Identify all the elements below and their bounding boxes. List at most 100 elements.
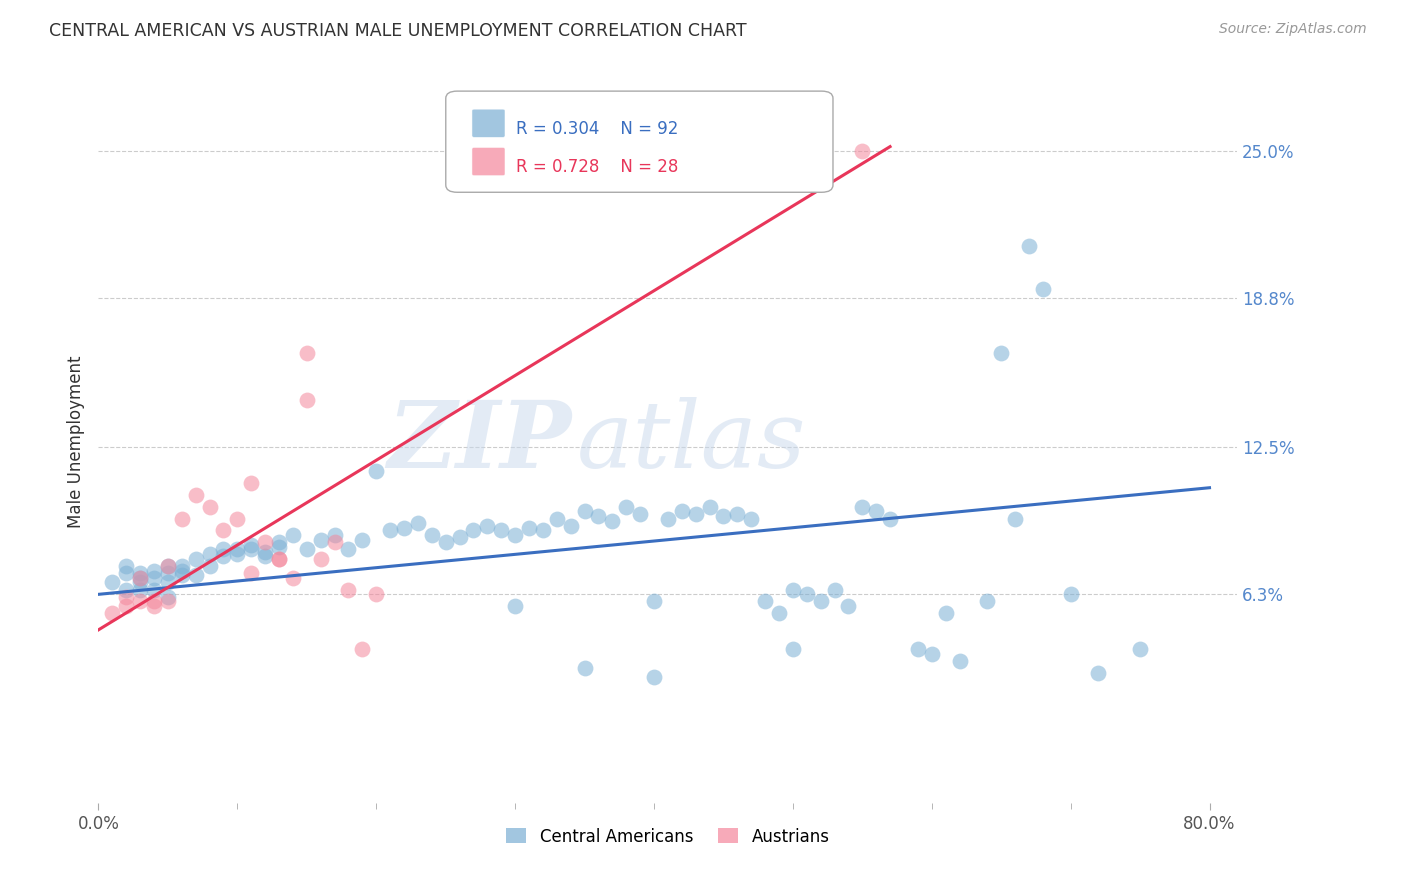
Point [392, 521, 415, 535]
Point [184, 551, 207, 566]
Point [851, 500, 873, 514]
Point [115, 582, 138, 597]
Point [309, 551, 332, 566]
Point [935, 607, 957, 621]
Text: ZIP: ZIP [387, 397, 571, 486]
Point [782, 641, 804, 656]
Point [184, 488, 207, 502]
Point [713, 509, 735, 524]
Point [115, 558, 138, 573]
Point [198, 547, 221, 561]
Point [366, 587, 388, 601]
Point [879, 511, 901, 525]
Point [170, 568, 193, 582]
Point [489, 524, 512, 538]
Point [143, 564, 166, 578]
Point [254, 535, 277, 549]
Point [837, 599, 859, 614]
Point [295, 393, 318, 408]
Point [810, 594, 832, 608]
Point [1129, 641, 1152, 656]
Point [240, 542, 263, 557]
Text: R = 0.304    N = 92: R = 0.304 N = 92 [516, 120, 679, 137]
Point [143, 582, 166, 597]
Legend: Central Americans, Austrians: Central Americans, Austrians [499, 821, 837, 852]
Point [129, 571, 152, 585]
Point [463, 524, 485, 538]
Point [1087, 665, 1109, 680]
Point [170, 558, 193, 573]
Point [295, 345, 318, 359]
Point [1059, 587, 1081, 601]
Point [1004, 511, 1026, 525]
Point [156, 558, 179, 573]
Point [156, 590, 179, 604]
Point [948, 654, 970, 668]
Point [503, 528, 526, 542]
Point [865, 504, 887, 518]
Point [574, 661, 596, 675]
Point [366, 464, 388, 478]
Point [212, 524, 235, 538]
Point [143, 599, 166, 614]
Point [240, 475, 263, 490]
Point [240, 538, 263, 552]
FancyBboxPatch shape [472, 109, 505, 137]
Point [156, 558, 179, 573]
Point [129, 566, 152, 580]
Point [600, 514, 623, 528]
Point [671, 504, 693, 518]
Point [546, 511, 568, 525]
Point [1032, 282, 1054, 296]
Point [115, 590, 138, 604]
Point [184, 568, 207, 582]
Point [212, 542, 235, 557]
Point [352, 641, 374, 656]
Point [699, 500, 721, 514]
Point [531, 524, 554, 538]
Point [267, 551, 290, 566]
Point [643, 594, 665, 608]
Point [309, 533, 332, 547]
Point [449, 531, 471, 545]
Point [796, 587, 818, 601]
Point [782, 582, 804, 597]
Point [226, 547, 249, 561]
Point [101, 575, 124, 590]
Point [643, 670, 665, 684]
Point [156, 594, 179, 608]
Point [267, 540, 290, 554]
Point [477, 518, 499, 533]
Point [614, 500, 637, 514]
Point [254, 549, 277, 564]
Point [574, 504, 596, 518]
Point [434, 535, 457, 549]
Point [281, 571, 304, 585]
Y-axis label: Male Unemployment: Male Unemployment [66, 355, 84, 528]
Point [517, 521, 540, 535]
Point [143, 594, 166, 608]
Point [740, 511, 762, 525]
Point [323, 535, 346, 549]
Point [198, 558, 221, 573]
Point [267, 551, 290, 566]
Point [725, 507, 748, 521]
Point [921, 647, 943, 661]
Point [226, 511, 249, 525]
Point [198, 500, 221, 514]
Point [352, 533, 374, 547]
Point [628, 507, 651, 521]
Text: Source: ZipAtlas.com: Source: ZipAtlas.com [1219, 22, 1367, 37]
Point [768, 607, 790, 621]
Point [337, 542, 360, 557]
Point [143, 571, 166, 585]
Point [129, 575, 152, 590]
Point [990, 345, 1012, 359]
Point [824, 582, 846, 597]
Point [1018, 239, 1040, 253]
Point [281, 528, 304, 542]
Point [976, 594, 998, 608]
Point [212, 549, 235, 564]
Point [685, 507, 707, 521]
Point [254, 544, 277, 558]
